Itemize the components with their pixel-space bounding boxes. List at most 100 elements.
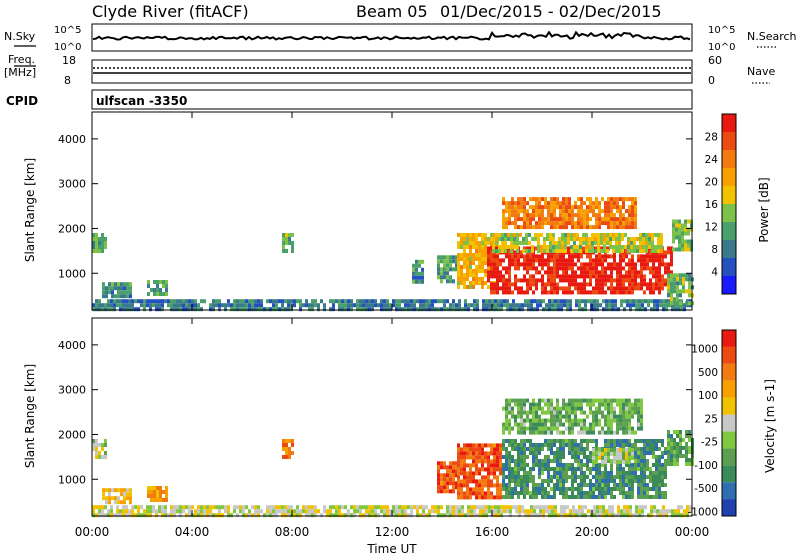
heatmap-cell — [502, 290, 505, 295]
heatmap-cell — [469, 285, 472, 289]
heatmap-cell — [254, 513, 257, 518]
heatmap-cell — [188, 513, 191, 518]
heatmap-cell — [665, 307, 668, 312]
heatmap-cell — [395, 307, 398, 312]
heatmap-cell — [550, 439, 553, 443]
heatmap-cell — [559, 463, 562, 467]
heatmap-cell — [481, 257, 484, 261]
heatmap-cell — [619, 402, 622, 407]
heatmap-cell — [431, 307, 434, 312]
heatmap-cell — [544, 270, 547, 275]
heatmap-cell — [206, 505, 209, 510]
heatmap-cell — [508, 443, 511, 447]
heatmap-cell — [619, 406, 622, 411]
heatmap-cell — [667, 430, 670, 434]
heatmap-cell — [556, 414, 559, 419]
heatmap-cell — [616, 463, 619, 467]
heatmap-cell — [472, 443, 475, 448]
heatmap-cell — [490, 286, 493, 291]
heatmap-cell — [598, 467, 601, 471]
heatmap-cell — [607, 451, 610, 455]
heatmap-cell — [598, 398, 601, 403]
heatmap-cell — [569, 299, 572, 304]
heatmap-cell — [616, 262, 619, 267]
heatmap-cell — [197, 513, 200, 518]
heatmap-cell — [550, 467, 553, 471]
heatmap-cell — [227, 513, 230, 518]
heatmap-cell — [98, 443, 101, 447]
heatmap-cell — [159, 498, 162, 502]
heatmap-cell — [499, 258, 502, 263]
heatmap-cell — [673, 442, 676, 446]
heatmap-cell — [687, 227, 690, 232]
heatmap-cell — [628, 459, 631, 464]
heatmap-cell — [478, 265, 481, 269]
heatmap-cell — [449, 267, 452, 272]
heatmap-cell — [463, 475, 466, 480]
heatmap-cell — [461, 513, 464, 518]
heatmap-cell — [622, 443, 625, 447]
heatmap-cell — [415, 271, 418, 276]
heatmap-cell — [598, 270, 601, 275]
heatmap-cell — [550, 258, 553, 263]
heatmap-cell — [105, 286, 108, 291]
heatmap-cell — [613, 430, 616, 435]
heatmap-cell — [502, 225, 505, 230]
heatmap-cell — [571, 418, 574, 423]
heatmap-cell — [672, 247, 675, 252]
heatmap-cell — [583, 418, 586, 423]
heatmap-cell — [227, 299, 230, 304]
heatmap-cell — [535, 495, 538, 499]
heatmap-cell — [526, 258, 529, 263]
heatmap-cell — [556, 201, 559, 206]
heatmap-cell — [501, 241, 504, 245]
heatmap-cell — [589, 410, 592, 415]
heatmap-cell — [544, 282, 547, 287]
heatmap-cell — [586, 467, 589, 471]
heatmap-cell — [497, 513, 500, 518]
heatmap-cell — [559, 491, 562, 495]
heatmap-cell — [389, 509, 392, 514]
heatmap-cell — [461, 307, 464, 312]
heatmap-cell — [236, 299, 239, 304]
heatmap-cell — [626, 505, 629, 510]
heatmap-cell — [599, 505, 602, 510]
heatmap-cell — [481, 241, 484, 245]
heatmap-cell — [526, 278, 529, 283]
heatmap-cell — [621, 245, 624, 249]
heatmap-cell — [452, 477, 455, 482]
heatmap-cell — [478, 487, 481, 492]
heatmap-cell — [488, 505, 491, 510]
heatmap-cell — [580, 209, 583, 214]
heatmap-cell — [269, 299, 272, 304]
heatmap-cell — [463, 463, 466, 468]
heatmap-cell — [502, 430, 505, 435]
heatmap-cell — [604, 418, 607, 423]
heatmap-cell — [170, 299, 173, 304]
heatmap-cell — [481, 285, 484, 289]
heatmap-cell — [658, 467, 661, 471]
heatmap-cell — [478, 491, 481, 496]
heatmap-cell — [460, 451, 463, 456]
heatmap-cell — [508, 426, 511, 431]
heatmap-cell — [347, 513, 350, 518]
heatmap-cell — [547, 495, 550, 499]
heatmap-cell — [631, 282, 634, 287]
heatmap-cell — [631, 290, 634, 295]
heatmap-cell — [643, 463, 646, 467]
heatmap-cell — [466, 463, 469, 468]
heatmap-cell — [610, 205, 613, 210]
heatmap-cell — [622, 398, 625, 403]
heatmap-cell — [687, 231, 690, 236]
heatmap-cell — [589, 274, 592, 279]
heatmap-cell — [514, 262, 517, 267]
heatmap-cell — [526, 282, 529, 287]
heatmap-cell — [466, 257, 469, 261]
heatmap-cell — [517, 422, 520, 427]
heatmap-cell — [670, 297, 673, 302]
heatmap-cell — [665, 299, 668, 304]
heatmap-cell — [499, 471, 502, 476]
heatmap-cell — [116, 513, 119, 518]
heatmap-cell — [667, 458, 670, 462]
heatmap-cell — [114, 294, 117, 299]
